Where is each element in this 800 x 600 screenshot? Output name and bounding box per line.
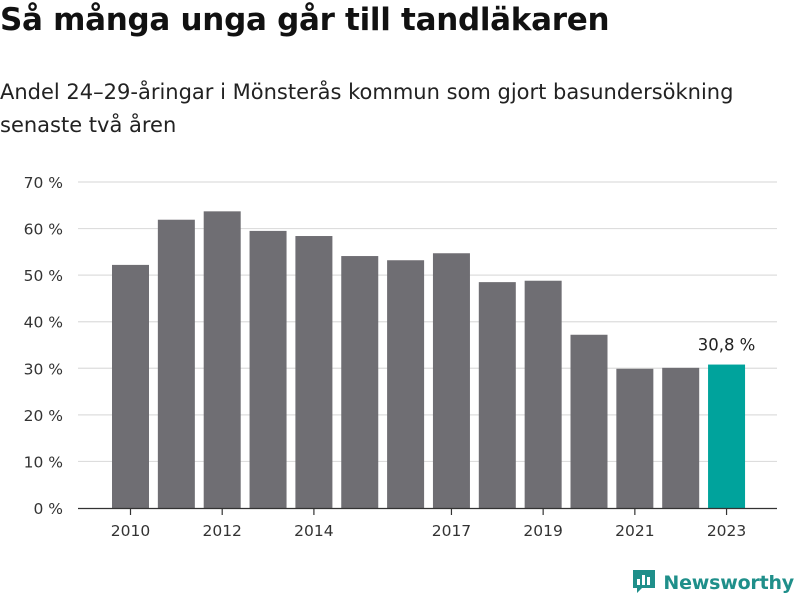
x-tick-label: 2023	[707, 522, 746, 540]
bar-2015	[341, 256, 379, 508]
brand-logo: Newsworthy	[631, 568, 794, 598]
bar-2021	[616, 368, 654, 508]
y-axis-ticks: 0 % 10 % 20 % 30 % 40 % 50 % 60 % 70 %	[24, 174, 63, 518]
data-labels: 30,8 %	[698, 336, 756, 355]
bar-2023	[708, 364, 746, 508]
bar-2020	[570, 334, 608, 508]
x-tick-label: 2017	[432, 522, 471, 540]
newsworthy-logo-icon	[631, 568, 657, 598]
y-tick-label: 0 %	[33, 500, 63, 518]
bars	[112, 211, 746, 509]
bar-2018	[478, 282, 516, 508]
y-tick-label: 40 %	[24, 314, 63, 332]
bar-2022	[662, 367, 700, 508]
x-tick-label: 2021	[615, 522, 654, 540]
y-tick-label: 20 %	[24, 407, 63, 425]
x-axis-ticks: 2010 2012 2014 2017 2019 2021 2023	[111, 508, 746, 540]
bar-2012	[203, 211, 241, 508]
bar-2010	[112, 264, 149, 508]
data-label-highlight: 30,8 %	[698, 336, 756, 355]
y-tick-label: 60 %	[24, 221, 63, 239]
bar-2016	[387, 260, 425, 508]
y-tick-label: 70 %	[24, 174, 63, 192]
chart-title: Så många unga går till tandläkaren	[0, 2, 610, 38]
chart-subtitle: Andel 24–29-åringar i Mönsterås kommun s…	[0, 80, 734, 137]
brand-name: Newsworthy	[663, 572, 794, 594]
y-tick-label: 10 %	[24, 453, 63, 471]
bar-2019	[524, 280, 562, 508]
bar-2017	[432, 253, 470, 508]
x-tick-label: 2012	[202, 522, 241, 540]
bar-2013	[249, 230, 287, 508]
bar-2014	[295, 236, 333, 508]
y-tick-label: 50 %	[24, 267, 63, 285]
y-tick-label: 30 %	[24, 360, 63, 378]
x-tick-label: 2014	[294, 522, 333, 540]
x-tick-label: 2019	[523, 522, 562, 540]
x-tick-label: 2010	[111, 522, 150, 540]
bar-2011	[157, 219, 195, 509]
